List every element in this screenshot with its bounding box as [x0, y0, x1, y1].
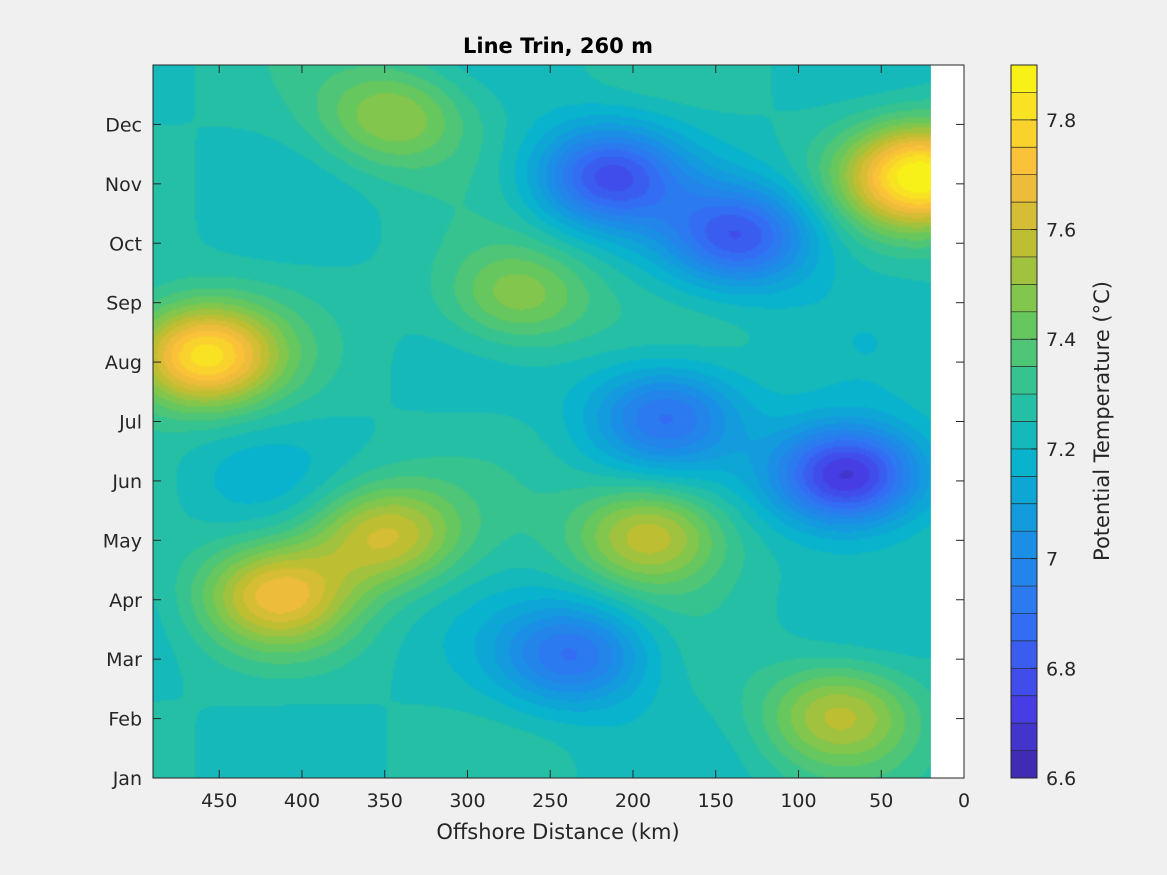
- colorbar-segment: [1011, 558, 1037, 587]
- colorbar-segment: [1011, 695, 1037, 724]
- colorbar-segment: [1011, 394, 1037, 422]
- colorbar-segment: [1011, 366, 1037, 395]
- colorbar-label: Potential Temperature (°C): [1090, 281, 1114, 561]
- x-axis-label: Offshore Distance (km): [436, 820, 679, 844]
- colorbar-tick-label: 6.8: [1046, 658, 1076, 680]
- colorbar-segment: [1011, 640, 1037, 669]
- colorbar-segment: [1011, 586, 1037, 614]
- x-tick-label: 0: [958, 790, 970, 812]
- colorbar-segment: [1011, 119, 1037, 148]
- colorbar-segment: [1011, 174, 1037, 203]
- x-tick-label: 150: [698, 790, 734, 812]
- x-tick-label: 450: [201, 790, 237, 812]
- colorbar-segment: [1011, 256, 1037, 285]
- colorbar-segment: [1011, 421, 1037, 450]
- colorbar-segment: [1011, 448, 1037, 477]
- colorbar-segment: [1011, 147, 1037, 176]
- colorbar-tick-label: 7.8: [1046, 110, 1076, 132]
- y-tick-label: Apr: [109, 590, 142, 612]
- x-axis: 450 400 350 300 250 200 150 100 50 0: [201, 65, 970, 812]
- colorbar-segment: [1011, 202, 1037, 230]
- colorbar-segment: [1011, 229, 1037, 258]
- y-tick-label: Nov: [105, 174, 142, 196]
- colorbar-segment: [1011, 92, 1037, 121]
- colorbar-segment: [1011, 311, 1037, 340]
- plot-area: [152, 64, 965, 779]
- y-tick-label: Mar: [106, 649, 142, 671]
- y-axis: Jan Feb Mar Apr May Jun Jul Aug Sep Oct Nov Dec: [103, 114, 964, 790]
- y-tick-label: Dec: [105, 114, 142, 136]
- colorbar-segment: [1011, 531, 1037, 560]
- chart-title: Line Trin, 260 m: [463, 34, 653, 58]
- colorbar-tick-label: 7: [1046, 549, 1058, 571]
- colorbar-segment: [1011, 613, 1037, 642]
- colorbar-box: [1010, 64, 1038, 779]
- x-tick-label: 400: [284, 790, 320, 812]
- x-tick-label: 300: [449, 790, 485, 812]
- contour-field: [153, 65, 931, 778]
- x-tick-label: 350: [367, 790, 403, 812]
- y-tick-label: Feb: [108, 709, 142, 731]
- y-tick-label: Jan: [112, 768, 142, 790]
- x-tick-label: 100: [780, 790, 816, 812]
- colorbar-segment: [1011, 668, 1037, 697]
- y-tick-label: Jun: [111, 471, 142, 493]
- y-tick-label: May: [103, 530, 142, 552]
- colorbar-segment: [1011, 750, 1037, 779]
- colorbar-segment: [1011, 339, 1037, 368]
- colorbar: 6.6 6.8 7 7.2 7.4 7.6 7.8: [1010, 64, 1076, 790]
- colorbar-tick-label: 6.6: [1046, 768, 1076, 790]
- x-tick-label: 200: [615, 790, 651, 812]
- colorbar-segment: [1011, 723, 1037, 751]
- x-tick-label: 50: [869, 790, 893, 812]
- colorbar-tick-label: 7.2: [1046, 439, 1076, 461]
- colorbar-tick-label: 7.4: [1046, 329, 1076, 351]
- colorbar-tick-label: 7.6: [1046, 220, 1076, 242]
- colorbar-segment: [1011, 284, 1037, 313]
- y-tick-label: Jul: [118, 412, 142, 434]
- y-tick-label: Aug: [105, 352, 142, 374]
- colorbar-segment: [1011, 503, 1037, 532]
- colorbar-segment: [1011, 65, 1037, 93]
- y-tick-label: Oct: [109, 233, 142, 255]
- colorbar-segment: [1011, 476, 1037, 505]
- x-tick-label: 250: [532, 790, 568, 812]
- y-tick-label: Sep: [106, 293, 142, 315]
